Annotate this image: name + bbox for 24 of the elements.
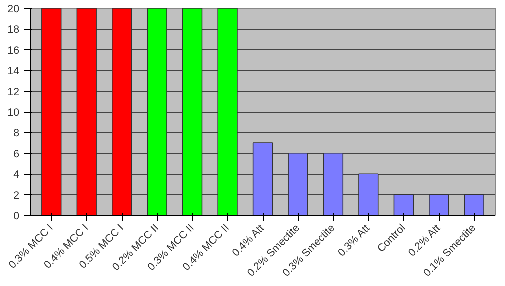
bar bbox=[112, 8, 132, 216]
y-tick-label: 4 bbox=[14, 169, 20, 182]
bar bbox=[76, 8, 97, 216]
bar bbox=[252, 142, 274, 216]
bar bbox=[394, 194, 414, 216]
bar bbox=[288, 153, 308, 216]
y-tick-label: 2 bbox=[14, 190, 20, 202]
bar bbox=[358, 174, 379, 216]
y-tick-label: 10 bbox=[8, 107, 20, 119]
bar bbox=[323, 153, 344, 216]
y-tick-label: 6 bbox=[14, 148, 20, 160]
bar bbox=[42, 8, 62, 216]
y-tick-label: 0 bbox=[14, 210, 20, 222]
y-tick-label: 12 bbox=[8, 86, 20, 98]
bar bbox=[218, 8, 238, 216]
y-tick-label: 20 bbox=[8, 4, 20, 16]
bar bbox=[429, 194, 450, 216]
y-tick-label: 8 bbox=[14, 128, 20, 140]
bar bbox=[464, 194, 484, 216]
bar bbox=[182, 8, 203, 216]
y-tick-label: 16 bbox=[8, 44, 20, 57]
y-tick-label: 18 bbox=[8, 24, 20, 36]
bar bbox=[147, 8, 168, 216]
y-tick-label: 14 bbox=[8, 66, 20, 78]
